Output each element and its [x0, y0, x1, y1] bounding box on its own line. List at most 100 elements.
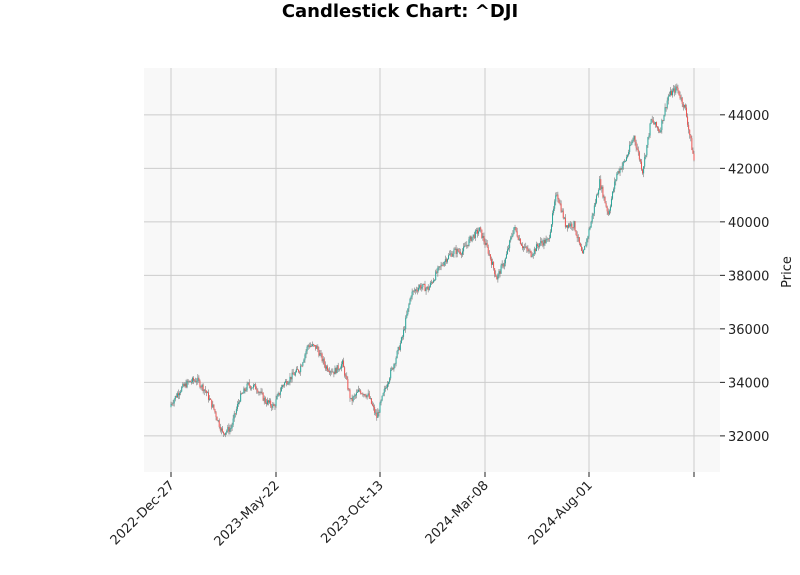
candle-up	[504, 258, 506, 264]
candle-up	[217, 420, 219, 422]
candle-down	[364, 394, 366, 396]
candle-up	[356, 391, 358, 393]
plot-area	[144, 68, 720, 472]
candle-up	[645, 155, 647, 157]
y-tick-label: 34000	[728, 376, 769, 391]
candle-up	[410, 296, 412, 299]
candle-up	[336, 365, 338, 374]
candle-down	[676, 86, 678, 88]
candle-up	[303, 359, 305, 363]
candle-up	[533, 248, 535, 254]
candle-up	[589, 227, 591, 230]
candle-up	[302, 362, 304, 366]
candle-up	[250, 387, 252, 389]
candle-up	[649, 123, 651, 136]
candle-up	[554, 201, 556, 209]
candle-down	[373, 405, 375, 408]
candle-down	[490, 258, 492, 265]
candle-up	[469, 236, 471, 240]
candle-down	[210, 398, 212, 400]
candle-down	[689, 129, 691, 136]
y-tick-label: 44000	[728, 109, 769, 124]
candle-up	[595, 195, 597, 203]
candle-up	[568, 224, 570, 228]
candle-up	[300, 365, 302, 373]
candle-down	[481, 229, 483, 238]
y-axis-label: Price	[780, 256, 795, 288]
candle-down	[171, 403, 173, 405]
candle-down	[273, 404, 275, 406]
candle-up	[384, 387, 386, 389]
candle-up	[295, 368, 297, 373]
candle-down	[241, 393, 243, 395]
candle-up	[650, 119, 652, 124]
candle-up	[444, 259, 446, 263]
candle-down	[346, 375, 348, 380]
candle-up	[404, 328, 406, 330]
candle-down	[211, 399, 213, 408]
candle-down	[567, 225, 569, 228]
candle-up	[212, 404, 214, 408]
candle-up	[173, 399, 175, 404]
candle-up	[421, 286, 423, 289]
x-tick-label: 2023-Oct-13	[318, 478, 386, 546]
candle-up	[513, 227, 515, 234]
candle-down	[606, 206, 608, 212]
candle-up	[654, 122, 656, 125]
candle-up	[505, 254, 507, 259]
candle-down	[692, 149, 694, 154]
candle-up	[332, 371, 334, 373]
candle-down	[457, 249, 459, 252]
candle-up	[289, 376, 291, 382]
candle-down	[688, 124, 690, 130]
candle-down	[264, 397, 266, 403]
candle-down	[441, 264, 443, 266]
candle-down	[351, 397, 353, 402]
candle-down	[455, 248, 457, 255]
candle-down	[310, 345, 312, 347]
candle-up	[661, 120, 663, 130]
candle-down	[413, 290, 415, 292]
candle-up	[260, 391, 262, 393]
candle-up	[452, 253, 454, 257]
candle-up	[319, 353, 321, 356]
candle-up	[500, 265, 502, 274]
candle-up	[454, 248, 456, 250]
candle-up	[433, 280, 435, 283]
candle-down	[337, 365, 339, 370]
candle-up	[288, 381, 290, 384]
candle-up	[609, 206, 611, 211]
candle-down	[639, 159, 641, 162]
candle-down	[205, 390, 207, 393]
candle-up	[667, 96, 669, 101]
candle-up	[478, 231, 480, 234]
candle-down	[636, 147, 638, 150]
chart-title: Candlestick Chart: ^DJI	[282, 1, 518, 22]
candle-down	[290, 376, 292, 380]
candle-up	[468, 239, 470, 246]
candle-up	[539, 243, 541, 247]
candle-up	[186, 380, 188, 388]
candle-up	[599, 179, 601, 190]
candle-up	[429, 282, 431, 287]
y-tick-label: 36000	[728, 323, 769, 338]
x-axis-ticks: 2022-Dec-27 2023-May-22 2023-Oct-13 2024-Ma…	[108, 472, 695, 549]
candle-down	[642, 169, 644, 174]
candle-down	[321, 353, 323, 362]
candle-down	[244, 388, 246, 391]
candle-down	[574, 221, 576, 231]
candle-up	[285, 380, 287, 383]
candle-up	[591, 215, 593, 222]
candle-down	[529, 250, 531, 252]
candle-down	[496, 276, 498, 280]
candle-down	[638, 152, 640, 160]
candle-down	[467, 244, 469, 246]
candle-up	[281, 385, 283, 387]
candle-up	[229, 428, 231, 432]
candle-down	[360, 390, 362, 394]
candle-up	[584, 245, 586, 250]
candle-up	[680, 97, 682, 99]
candle-up	[367, 393, 369, 396]
candle-up	[549, 231, 551, 238]
candle-down	[344, 367, 346, 376]
